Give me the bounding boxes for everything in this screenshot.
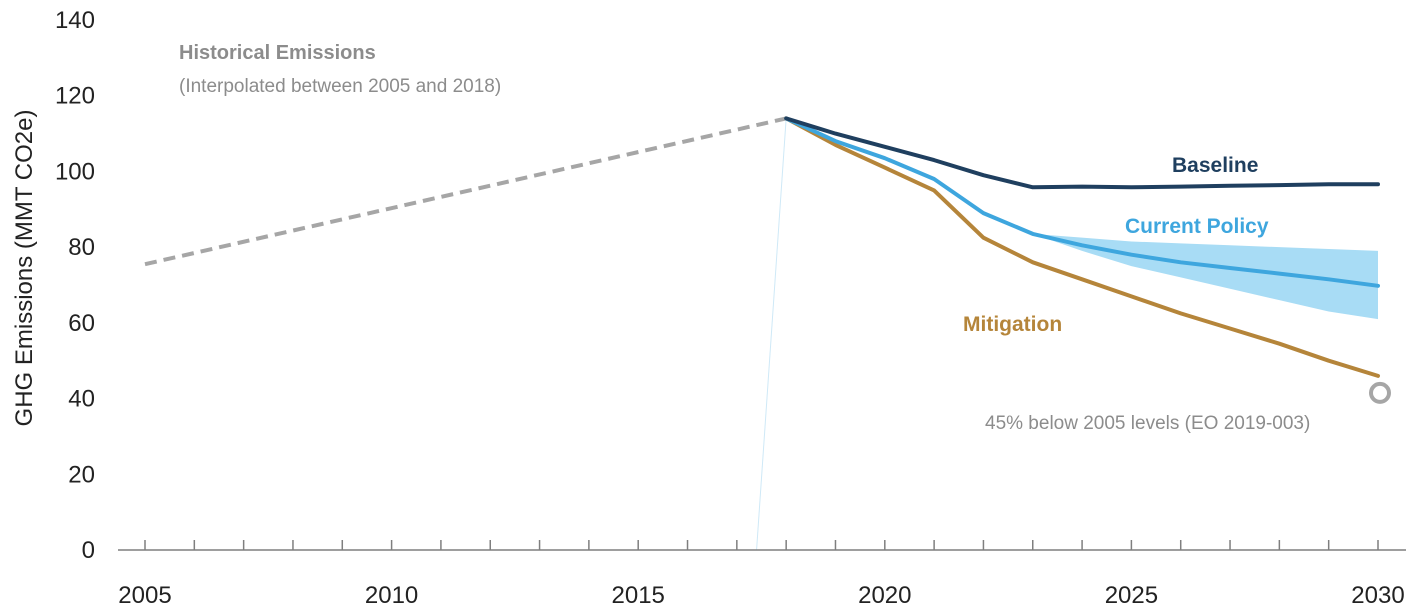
projection-guide-line <box>756 118 787 551</box>
y-axis: 0 20 40 60 80 100 120 140 <box>55 7 95 564</box>
mitigation-label: Mitigation <box>963 313 1062 336</box>
y-axis-title: GHG Emissions (MMT CO2e) <box>11 110 38 427</box>
historical-emissions-label: Historical Emissions <box>179 42 376 64</box>
target-layer <box>1369 381 1391 404</box>
x-axis: 2005 2010 2015 2020 2025 2030 <box>118 540 1406 609</box>
y-tick-label: 0 <box>82 537 95 564</box>
x-tick-label: 2030 <box>1351 582 1404 609</box>
y-tick-label: 120 <box>55 83 95 110</box>
y-tick-label: 100 <box>55 158 95 185</box>
target-label: 45% below 2005 levels (EO 2019-003) <box>985 413 1310 434</box>
y-tick-label: 40 <box>68 386 95 413</box>
x-tick-label: 2015 <box>612 582 665 609</box>
x-tick-label: 2005 <box>118 582 171 609</box>
baseline-label: Baseline <box>1172 154 1258 177</box>
series-layer <box>144 116 1380 378</box>
x-tick-label: 2025 <box>1105 582 1158 609</box>
y-tick-label: 80 <box>68 234 95 261</box>
historical-emissions-line <box>144 116 787 267</box>
current-policy-line <box>784 116 1380 288</box>
x-tick-label: 2020 <box>858 582 911 609</box>
y-tick-label: 20 <box>68 461 95 488</box>
baseline-line <box>784 116 1380 190</box>
x-tick-label: 2010 <box>365 582 418 609</box>
y-tick-label: 60 <box>68 310 95 337</box>
current-policy-range-band <box>1032 233 1378 320</box>
mitigation-line <box>784 116 1380 378</box>
target-marker <box>1369 381 1391 404</box>
current-policy-label: Current Policy <box>1125 215 1269 238</box>
historical-emissions-subtitle: (Interpolated between 2005 and 2018) <box>179 76 501 97</box>
y-tick-label: 140 <box>55 7 95 34</box>
current-policy-band-layer <box>756 118 1378 551</box>
chart-plot: 2005 2010 2015 2020 2025 2030 0 20 40 60 80 100 120… <box>55 7 1406 609</box>
